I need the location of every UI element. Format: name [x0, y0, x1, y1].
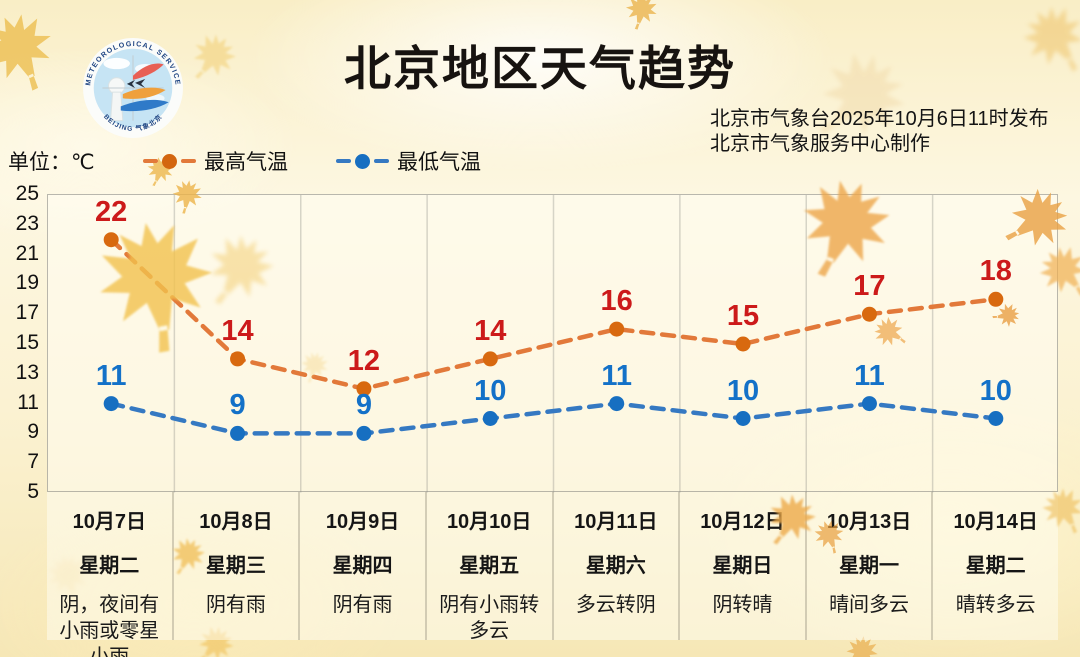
- weather-label: 晴间多云: [829, 594, 910, 616]
- date-label: 10月10日: [446, 511, 532, 533]
- high-temp-point-10月14日: [988, 291, 1004, 307]
- high-temp-point-10月7日: [103, 232, 119, 248]
- date-label: 10月7日: [72, 511, 146, 533]
- high-temp-line: [108, 237, 999, 392]
- low-temp-point-10月7日: [103, 396, 119, 412]
- high-temp-point-10月13日: [861, 306, 877, 322]
- weather-label: 晴转多云: [955, 594, 1036, 616]
- day-column-10月7日: 10月7日星期二阴，夜间有小雨或零星小雨: [47, 492, 174, 657]
- beijing-meteorological-service-logo: METEOROLOGICAL SERVICE BEIJING 气象北京: [83, 38, 183, 138]
- low-temp-line: [108, 401, 999, 436]
- weekday-label: 星期六: [585, 555, 646, 577]
- publisher-info: 北京市气象台2025年10月6日11时发布 北京市气象服务中心制作: [710, 107, 1049, 157]
- weekday-label: 星期二: [79, 555, 140, 577]
- y-tick-label: 21: [15, 241, 39, 265]
- high-temp-value: 22: [95, 195, 128, 228]
- legend-item-high-temp: 最高气温: [143, 146, 288, 176]
- high-temp-value: 17: [853, 270, 886, 303]
- y-axis: 25 23 21 19 17 15 13 11 9 7 5: [0, 182, 39, 503]
- legend-item-low-temp: 最低气温: [336, 146, 481, 176]
- day-column-10月8日: 10月8日星期三阴有雨: [173, 492, 301, 640]
- day-column-10月14日: 10月14日 星期二晴转多云: [933, 492, 1058, 640]
- high-temp-value: 14: [221, 314, 254, 347]
- high-temp-value: 14: [474, 314, 507, 347]
- high-temp-line-icon: [143, 153, 196, 169]
- low-temp-point-10月10日: [482, 411, 498, 426]
- high-temp-value: 16: [600, 285, 633, 318]
- date-label: 10月14日: [953, 511, 1038, 533]
- weather-label: 阴，夜间有小雨或零星小雨: [59, 594, 160, 657]
- high-temp-value: 18: [979, 255, 1012, 288]
- weekday-label: 星期日: [712, 555, 773, 577]
- date-label: 10月11日: [574, 511, 658, 533]
- low-temp-value: 11: [854, 359, 885, 392]
- low-temp-point-10月8日: [230, 425, 246, 441]
- weather-label: 阴转晴: [712, 594, 773, 616]
- low-temp-value: 9: [355, 389, 372, 422]
- day-label-grid: 10月7日 星期二 阴，夜间有小雨或零星小雨 10月8日 星期三 阴有雨 10月9日 星期四阴…: [47, 492, 1058, 657]
- day-column-10月9日: 10月9日星期四阴有雨: [300, 492, 427, 640]
- weather-label: 阴有雨: [205, 594, 266, 616]
- maple-leaf-icon: [991, 301, 1022, 329]
- weekday-label: 星期二: [965, 555, 1026, 577]
- y-tick-label: 25: [15, 182, 39, 205]
- weekday-label: 星期一: [839, 555, 900, 577]
- y-tick-label: 19: [15, 271, 39, 295]
- low-temp-value: 11: [601, 359, 633, 392]
- high-temp-point-10月11日: [609, 321, 625, 337]
- low-temp-line-icon: [336, 153, 389, 169]
- y-tick-label: 7: [27, 450, 39, 474]
- unit-label: 单位：℃: [8, 151, 95, 174]
- page-title: 北京地区天气趋势: [344, 42, 736, 95]
- weather-label: 阴有小雨转多云: [439, 594, 540, 642]
- high-temp-point-10月12日: [735, 336, 751, 352]
- low-temp-value: 10: [726, 374, 760, 407]
- low-temp-point-10月9日: [356, 425, 372, 441]
- high-temp-point-10月9日: [356, 381, 372, 397]
- maple-leaf-icon: [170, 178, 204, 216]
- y-tick-label: 15: [15, 331, 39, 354]
- y-tick-label: 23: [15, 211, 39, 235]
- low-temp-point-10月14日: [988, 411, 1004, 426]
- day-column-10月13日: 10月13日 星期一晴间多云: [806, 492, 934, 640]
- legend-label: 最高气温: [204, 151, 288, 174]
- low-temp-value: 11: [95, 359, 127, 392]
- low-temp-point-10月13日: [861, 396, 877, 412]
- legend-label: 最低气温: [397, 151, 481, 174]
- low-temp-value: 9: [229, 389, 246, 422]
- publisher-line-1: 北京市气象台2025年10月6日11时发布: [710, 108, 1049, 130]
- temperature-trend-plot: 22 14 12 14 16 15 17 18 11 9 9 10 11 10 11 10: [47, 194, 1058, 493]
- date-label: 10月8日: [199, 511, 273, 533]
- weekday-label: 星期四: [332, 555, 393, 577]
- weekday-label: 星期五: [459, 555, 520, 577]
- y-tick-label: 9: [27, 420, 39, 444]
- y-tick-label: 17: [15, 301, 39, 325]
- high-temp-value: 15: [726, 300, 760, 332]
- weather-label: 多云转阴: [575, 594, 656, 616]
- maple-leaf-icon: [622, 0, 661, 33]
- date-label: 10月12日: [700, 511, 785, 533]
- low-temp-value: 10: [474, 374, 507, 407]
- y-tick-label: 5: [27, 480, 39, 503]
- date-label: 10月9日: [325, 511, 400, 533]
- y-tick-label: 11: [17, 390, 39, 414]
- low-temp-point-10月11日: [609, 396, 625, 412]
- high-temp-value: 12: [347, 344, 381, 377]
- chart-legend: 最高气温 最低气温: [143, 146, 481, 176]
- day-column-10月10日: 10月10日 星期五阴有小雨转多云: [426, 492, 554, 642]
- low-temp-value: 10: [979, 374, 1012, 407]
- high-temp-point-10月10日: [482, 351, 498, 367]
- high-temp-point-10月8日: [230, 351, 246, 367]
- y-tick-label: 13: [15, 360, 39, 384]
- weekday-label: 星期三: [205, 555, 266, 577]
- day-column-10月11日: 10月11日 星期六多云转阴: [553, 492, 681, 640]
- publisher-line-2: 北京市气象服务中心制作: [710, 133, 930, 155]
- weather-label: 阴有雨: [332, 594, 393, 616]
- low-temp-point-10月12日: [735, 411, 751, 426]
- date-label: 10月13日: [826, 511, 912, 533]
